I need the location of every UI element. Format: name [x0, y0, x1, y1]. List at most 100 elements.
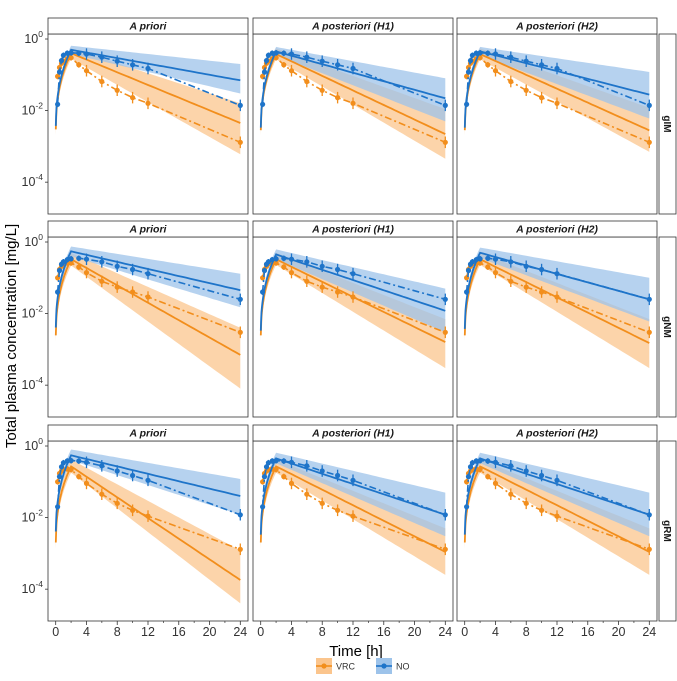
observed-point-vrc	[350, 294, 356, 300]
observed-point-vrc	[237, 139, 243, 145]
observed-point-no	[263, 58, 270, 64]
observed-point-vrc	[281, 474, 287, 480]
observed-point-vrc	[76, 62, 82, 68]
observed-point-no	[261, 267, 268, 274]
observed-point-no	[260, 504, 266, 510]
observed-point-no	[477, 256, 483, 262]
observed-point-no	[83, 256, 90, 262]
observed-point-vrc	[304, 78, 310, 85]
column-strip-label: A posteriori (H1)	[311, 224, 394, 236]
x-tick-label: 20	[203, 625, 217, 639]
median-line-vrc	[54, 257, 241, 356]
observed-point-no	[492, 51, 499, 57]
column-strip	[47, 17, 249, 35]
observed-point-no	[350, 65, 356, 72]
row-strip-label: gIM	[661, 115, 672, 132]
observed-point-no	[60, 52, 66, 58]
panel-gim-2: A posteriori (H1)	[252, 17, 454, 215]
x-tick-label: 16	[581, 625, 595, 639]
observed-point-vrc	[237, 546, 243, 552]
observed-point-no	[281, 50, 287, 56]
observed-point-no	[539, 266, 545, 273]
observed-point-vrc	[76, 264, 82, 270]
observed-point-no	[145, 477, 151, 483]
observed-point-no	[319, 58, 325, 64]
observed-point-no	[237, 512, 243, 518]
y-tick-label: 100	[24, 29, 43, 46]
observed-point-vrc	[554, 513, 560, 519]
observed-point-no	[508, 463, 514, 469]
band-no	[464, 46, 650, 132]
observed-point-vrc	[68, 260, 74, 266]
column-strip-label: A priori	[129, 224, 168, 236]
observed-point-vrc	[477, 466, 483, 473]
observed-point-vrc	[442, 329, 448, 335]
panel-gnm-2: A posteriori (H1)	[252, 220, 454, 418]
observed-point-no	[145, 271, 151, 277]
observed-point-no	[58, 58, 65, 64]
observed-point-no	[465, 69, 472, 75]
observed-point-vrc	[237, 329, 243, 335]
observed-point-no	[55, 289, 61, 295]
column-strip	[252, 220, 454, 238]
band-no	[464, 247, 650, 334]
x-tick-label: 0	[52, 625, 59, 639]
observed-point-vrc	[485, 62, 491, 68]
observed-point-no	[464, 289, 470, 295]
observed-point-no	[554, 65, 560, 72]
median-line-vrc	[463, 257, 650, 344]
observed-point-vrc	[442, 139, 448, 145]
observed-point-vrc	[145, 294, 151, 300]
observed-point-no	[99, 259, 105, 265]
panel-grm-3: A posteriori (H2) gRM 0 4 8 12 16 20 24	[456, 424, 677, 639]
column-strip	[252, 424, 454, 442]
observed-point-vrc	[83, 270, 90, 276]
observed-point-no	[539, 472, 545, 479]
observed-point-no	[130, 62, 136, 68]
observed-point-vrc	[83, 68, 90, 74]
median-line-vrc	[259, 257, 446, 343]
band-no	[55, 246, 241, 333]
y-tick-label: 10-2	[22, 304, 44, 321]
observed-point-no	[539, 62, 545, 68]
column-strip	[47, 220, 249, 238]
median-line-no	[54, 454, 241, 532]
median-line-no	[54, 250, 241, 328]
observed-point-no	[260, 289, 266, 295]
observed-point-no	[288, 459, 295, 465]
observed-point-no	[523, 468, 529, 474]
observed-point-vrc	[99, 491, 105, 497]
observed-point-vrc	[83, 480, 90, 486]
observed-point-vrc	[319, 87, 325, 93]
median-line-vrc	[54, 465, 241, 581]
row-strip	[658, 236, 677, 418]
observed-point-no	[273, 256, 279, 262]
observed-point-no	[477, 50, 483, 56]
observed-point-vrc	[114, 284, 120, 290]
observed-point-no	[83, 459, 90, 465]
observed-point-vrc	[335, 507, 341, 513]
observed-point-no	[99, 463, 105, 469]
observed-point-no	[646, 102, 652, 108]
panel-grm-2: A posteriori (H1) 0 4 8 12 16 20 24	[252, 424, 454, 639]
observed-point-no	[469, 52, 475, 58]
observed-point-no	[554, 271, 560, 277]
panel-gim-1: A priori 100 10-2 10-4	[22, 17, 249, 215]
observed-point-vrc	[554, 100, 560, 106]
observed-point-no	[335, 62, 341, 68]
observed-point-vrc	[145, 100, 151, 106]
observed-point-no	[60, 259, 66, 265]
observed-point-no	[465, 267, 472, 274]
observed-point-vrc	[273, 466, 279, 473]
observed-point-no	[288, 256, 295, 262]
observed-point-vrc	[508, 78, 514, 85]
x-tick-label: 16	[377, 625, 391, 639]
observed-point-no	[273, 458, 279, 464]
x-tick-label: 12	[141, 625, 155, 639]
observed-point-no	[273, 50, 279, 56]
row-strip	[658, 440, 677, 622]
x-tick-label: 12	[550, 625, 564, 639]
column-strip-label: A posteriori (H1)	[311, 21, 394, 33]
